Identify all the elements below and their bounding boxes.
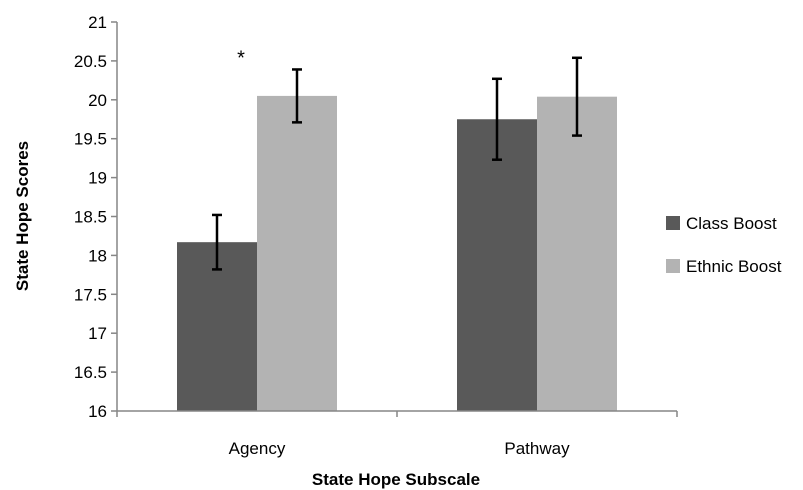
legend-swatch-ethnic-boost [666, 259, 680, 273]
x-tick-label-pathway: Pathway [504, 439, 570, 458]
y-tick-label: 19.5 [74, 130, 107, 149]
bar-pathway-ethnic-boost [537, 96, 617, 412]
y-tick-label: 16 [88, 402, 107, 421]
y-tick-label: 18.5 [74, 208, 107, 227]
legend-label-ethnic-boost: Ethnic Boost [686, 257, 782, 276]
annotations-layer: * [237, 47, 245, 69]
legend: Class Boost Ethnic Boost [666, 214, 782, 276]
error-bar-pathway-ethnic-boost [572, 56, 582, 137]
y-tick-label: 16.5 [74, 363, 107, 382]
bar-pathway-class-boost [457, 119, 537, 411]
x-ticks-layer: Agency Pathway [116, 411, 678, 458]
y-axis-title: State Hope Scores [13, 141, 32, 291]
y-tick-label: 20.5 [74, 52, 107, 71]
error-bar-agency-class-boost [212, 213, 222, 271]
y-tick-label: 17.5 [74, 285, 107, 304]
y-tick-label: 19 [88, 169, 107, 188]
error-bar-agency-ethnic-boost [292, 68, 302, 124]
x-tick-label-agency: Agency [229, 439, 286, 458]
legend-swatch-class-boost [666, 216, 680, 230]
y-ticks-layer: 16 16.5 17 17.5 18 18.5 19 19.5 20 20.5 21 [74, 13, 117, 421]
y-tick-label: 20 [88, 91, 107, 110]
x-axis-title: State Hope Subscale [312, 470, 480, 489]
legend-label-class-boost: Class Boost [686, 214, 777, 233]
error-bar-pathway-class-boost [492, 77, 502, 161]
bars-layer [177, 95, 617, 412]
significance-annotation: * [237, 47, 245, 69]
y-tick-label: 17 [88, 324, 107, 343]
y-tick-label: 18 [88, 246, 107, 265]
bar-agency-ethnic-boost [257, 95, 337, 411]
error-bars-layer [212, 56, 582, 271]
y-tick-label: 21 [88, 13, 107, 32]
